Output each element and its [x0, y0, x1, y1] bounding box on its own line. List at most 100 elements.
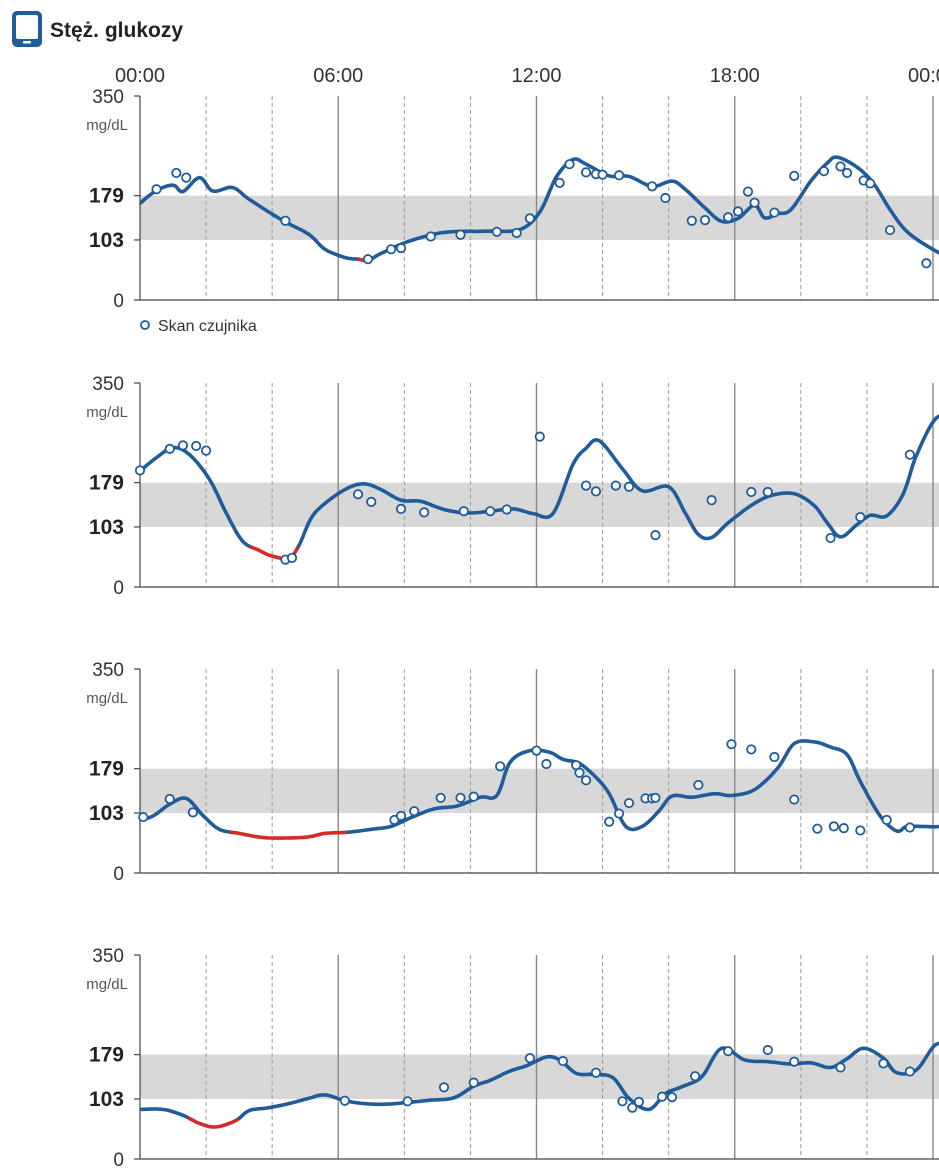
- target-range-band: [140, 768, 939, 813]
- legend: Skan czujnika: [140, 318, 257, 335]
- scan-point: [838, 823, 849, 834]
- scan-point: [187, 807, 198, 818]
- scan-point: [627, 1102, 638, 1113]
- scan-point: [769, 207, 780, 218]
- scan-point: [435, 792, 446, 803]
- y-tick-label: 0: [113, 1150, 124, 1170]
- glucose-line: [140, 445, 253, 549]
- chart-header: Stęż. glukozy: [0, 0, 939, 50]
- scan-point: [164, 443, 175, 454]
- scan-point: [557, 1055, 569, 1067]
- scan-point: [835, 161, 846, 172]
- scan-point: [541, 758, 552, 770]
- y-tick-label: 179: [89, 1044, 124, 1067]
- scan-point: [455, 792, 466, 803]
- scan-point: [134, 465, 146, 476]
- scan-point: [352, 489, 364, 500]
- scan-point: [812, 823, 823, 834]
- scan-point: [438, 1082, 450, 1093]
- scan-point: [395, 243, 407, 254]
- y-tick-label: 179: [89, 185, 124, 208]
- scan-point: [732, 206, 744, 217]
- scan-point: [531, 745, 542, 756]
- glucose-line: [296, 414, 939, 548]
- scan-point: [686, 215, 697, 226]
- day-panel: 350 179 103 0 mg/dL: [86, 660, 939, 885]
- y-tick-label: 0: [113, 578, 124, 599]
- scan-point: [597, 169, 608, 180]
- scan-point: [855, 511, 866, 523]
- glucose-line: [140, 1107, 192, 1121]
- scan-point: [590, 486, 602, 497]
- glucose-line: [140, 796, 234, 835]
- legend-scan-label: Skan czujnika: [158, 318, 257, 335]
- scan-point: [884, 224, 896, 236]
- scan-point: [904, 1066, 915, 1077]
- scan-point: [524, 1053, 535, 1064]
- x-tick-label: 00:00: [908, 65, 939, 87]
- glucose-line: [346, 739, 939, 834]
- scan-point: [366, 496, 377, 508]
- y-tick-label: 350: [92, 374, 124, 395]
- glucose-line: [370, 155, 939, 261]
- day-panel: 350 179 103 0 mg/dL: [86, 374, 939, 599]
- scan-point: [699, 215, 711, 226]
- scan-point: [614, 808, 625, 819]
- scan-point: [825, 532, 836, 544]
- scan-point: [491, 226, 502, 237]
- scan-point: [835, 1062, 846, 1073]
- scan-point: [495, 761, 506, 772]
- day-panel: 350 179 103 0 mg/dL: [86, 946, 939, 1170]
- x-tick-label: 06:00: [313, 65, 363, 87]
- scan-point: [191, 440, 202, 452]
- scan-point: [623, 481, 635, 492]
- scan-point: [564, 159, 575, 170]
- scan-point: [904, 822, 915, 833]
- scan-point: [138, 811, 149, 823]
- scan-point: [878, 1058, 889, 1069]
- scan-point: [789, 170, 800, 181]
- day-panel: 350 179 103 0 mg/dL: [86, 87, 939, 312]
- sensor-reader-icon: [12, 11, 42, 47]
- scan-point: [706, 495, 717, 506]
- scan-point: [762, 1044, 773, 1056]
- scan-point: [723, 1046, 734, 1057]
- day-panels: 350 179 103 0 mg/dL 350 179 103 0 mg/dL 350 179 103 0…: [86, 87, 939, 1170]
- scan-point: [280, 215, 291, 226]
- scan-point: [689, 1071, 701, 1082]
- scan-point: [395, 503, 407, 514]
- scan-point: [580, 480, 592, 491]
- y-unit-label: mg/dL: [86, 976, 128, 993]
- scan-point: [171, 167, 182, 179]
- glucose-line-low: [229, 830, 350, 840]
- y-tick-label: 179: [89, 758, 124, 781]
- scan-point: [660, 192, 671, 204]
- scan-point: [468, 1077, 479, 1088]
- scan-point: [455, 229, 466, 240]
- scan-point: [339, 1095, 350, 1106]
- scan-point: [789, 1056, 800, 1067]
- scan-point: [617, 1096, 628, 1107]
- scan-point: [177, 440, 189, 451]
- y-tick-label: 350: [92, 87, 124, 108]
- scan-point: [650, 530, 661, 541]
- scan-point: [286, 552, 298, 563]
- scan-point: [904, 449, 915, 460]
- scan-point: [633, 1096, 645, 1107]
- scan-point: [574, 767, 585, 778]
- scan-point: [841, 167, 853, 179]
- scan-point: [855, 825, 866, 836]
- y-tick-label: 0: [113, 291, 124, 312]
- scan-point: [409, 806, 420, 817]
- scan-point: [501, 504, 512, 515]
- scan-point: [151, 184, 162, 195]
- scan-point: [534, 431, 545, 442]
- scan-point: [623, 797, 635, 809]
- x-tick-label: 00:00: [115, 65, 165, 87]
- x-tick-label: 12:00: [511, 65, 561, 87]
- scan-point: [650, 792, 661, 803]
- scan-point: [818, 166, 830, 177]
- scan-point: [580, 167, 592, 178]
- scan-point: [647, 181, 658, 192]
- scan-point: [604, 816, 615, 827]
